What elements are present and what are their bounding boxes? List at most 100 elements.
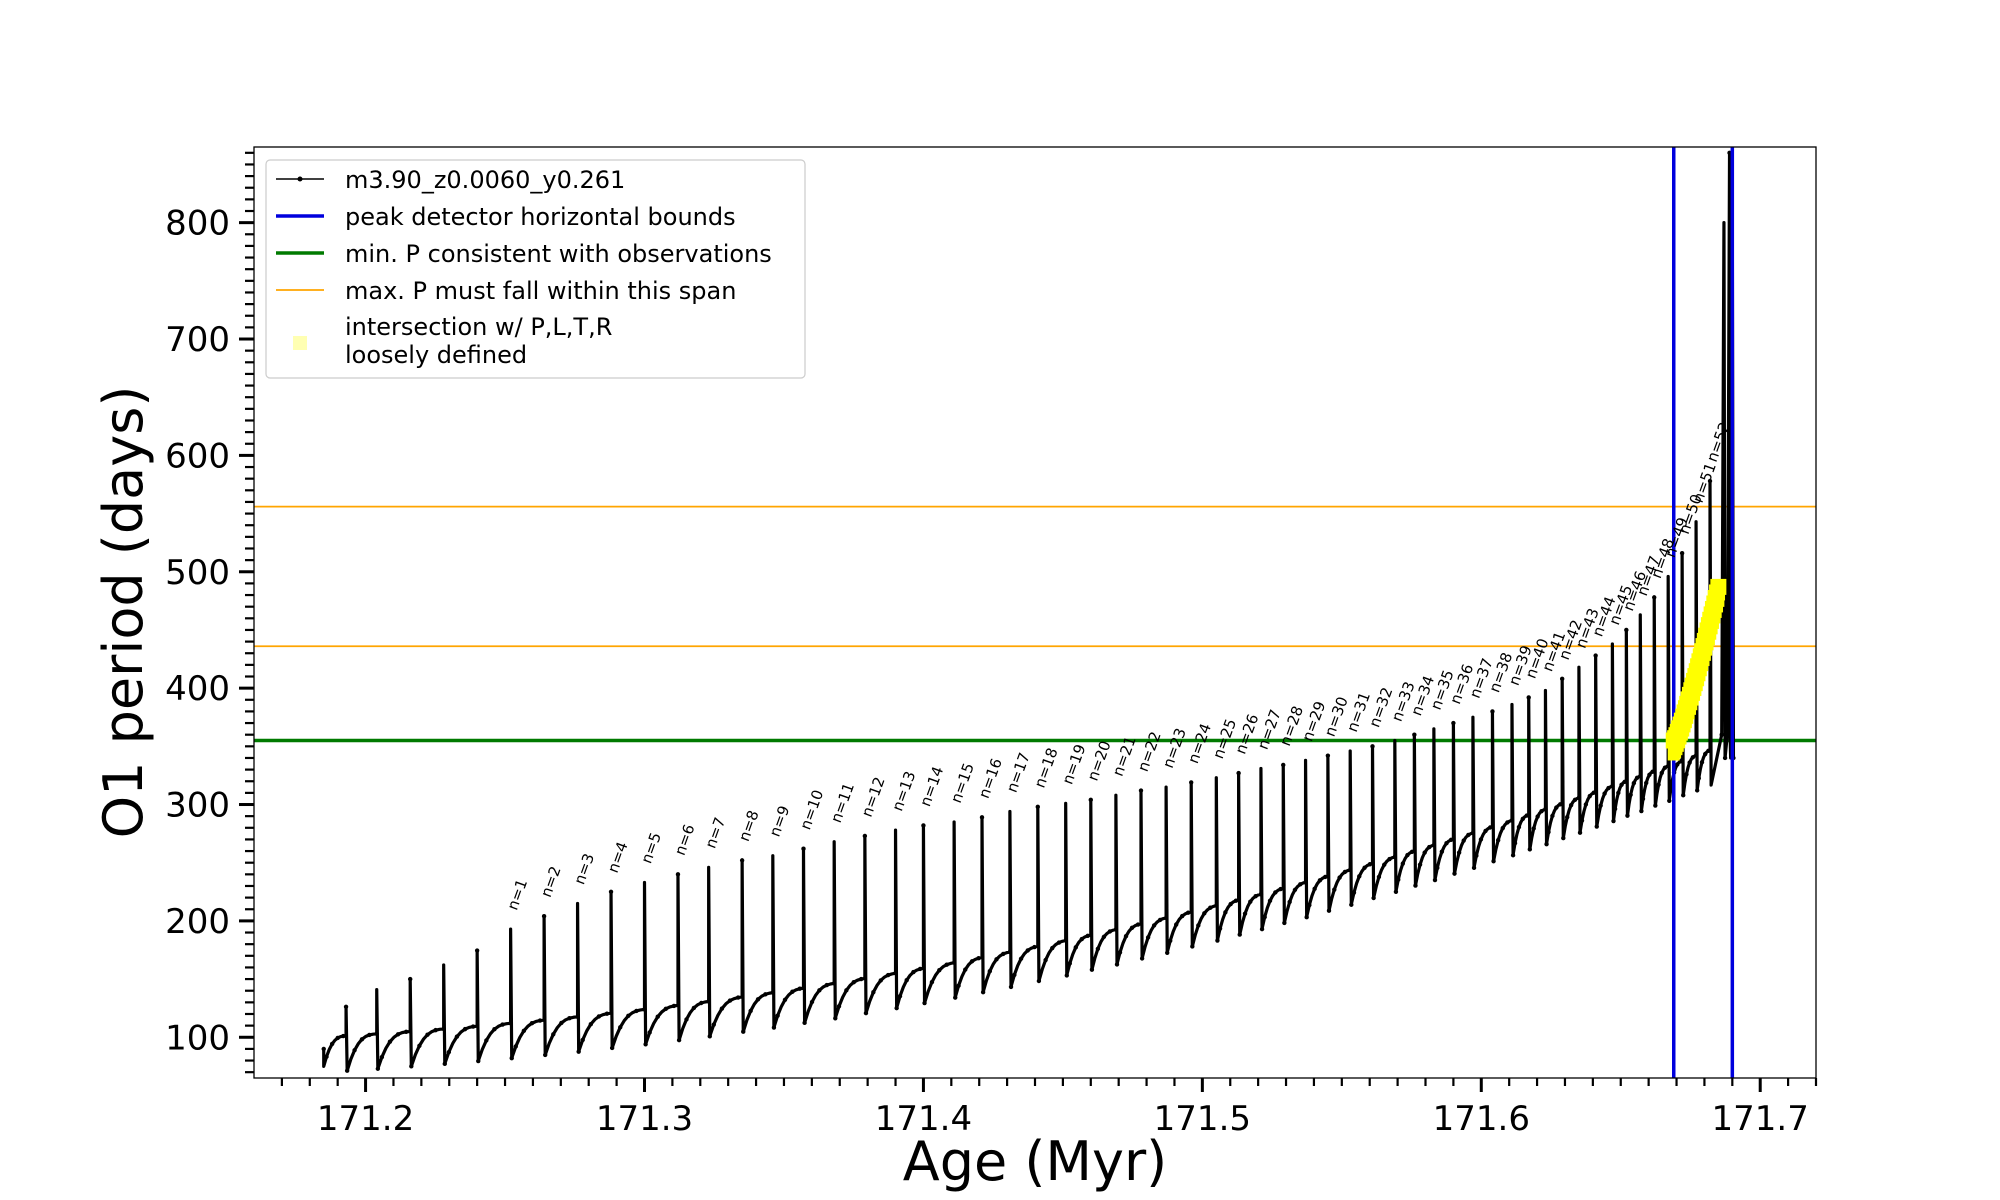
model-point — [1217, 926, 1223, 931]
model-point — [1706, 748, 1711, 754]
model-point — [711, 1022, 717, 1027]
model-point — [1063, 938, 1068, 943]
model-point — [1470, 830, 1476, 836]
model-point — [609, 1045, 615, 1051]
model-point — [335, 1035, 340, 1041]
model-point — [529, 1021, 535, 1026]
model-point — [1535, 814, 1540, 819]
model-point — [1439, 849, 1445, 854]
model-point — [1471, 865, 1477, 871]
y-tick-label: 200 — [165, 902, 230, 942]
model-point — [1606, 785, 1611, 791]
y-tick-label: 800 — [165, 204, 230, 244]
model-point — [1101, 934, 1107, 940]
model-point — [1018, 956, 1024, 961]
model-point — [699, 1000, 704, 1006]
x-tick-label: 171.3 — [596, 1099, 693, 1139]
model-point — [1478, 837, 1484, 842]
model-point — [1546, 829, 1551, 835]
y-tick-label: 400 — [165, 669, 230, 709]
model-point — [1259, 926, 1265, 932]
model-point — [770, 990, 776, 995]
model-point — [1452, 871, 1457, 876]
model-point — [994, 957, 999, 962]
model-point — [567, 1015, 572, 1021]
model-point — [885, 972, 891, 978]
model-point — [953, 995, 958, 1000]
model-point — [1444, 841, 1449, 846]
model-point — [1351, 890, 1357, 895]
model-point — [379, 1054, 385, 1060]
model-point — [1640, 796, 1646, 802]
model-point — [1287, 899, 1292, 905]
model-point — [476, 1058, 481, 1064]
model-point — [1292, 887, 1298, 893]
model-point — [771, 1025, 777, 1030]
model-point — [844, 988, 849, 993]
model-point — [1393, 889, 1399, 894]
model-point — [1337, 875, 1342, 880]
model-point — [1554, 805, 1559, 810]
x-axis-title: Age (Myr) — [903, 1130, 1168, 1193]
model-point — [1362, 865, 1367, 870]
model-point — [409, 1064, 414, 1069]
model-point — [643, 1042, 648, 1047]
model-point — [1558, 802, 1563, 807]
model-point — [727, 998, 733, 1003]
model-point — [1593, 653, 1598, 658]
model-point — [1662, 765, 1668, 770]
model-point — [1512, 840, 1518, 846]
model-point — [1667, 798, 1672, 804]
model-point — [878, 978, 883, 983]
model-point — [739, 858, 745, 863]
model-point — [1174, 922, 1179, 927]
model-point — [1325, 753, 1331, 758]
model-point — [1114, 962, 1120, 967]
x-axis: 171.2 171.3 171.4 171.5 171.6 171.7 — [280, 1078, 1818, 1139]
model-point — [1594, 824, 1599, 829]
x-tick-label: 171.5 — [1154, 1099, 1251, 1139]
model-point — [1123, 934, 1129, 939]
model-point — [1298, 882, 1303, 887]
model-point — [833, 1016, 838, 1021]
model-point — [1371, 895, 1376, 901]
model-point — [1602, 791, 1607, 796]
model-point — [1208, 905, 1213, 910]
model-point — [408, 976, 413, 982]
model-point — [1539, 808, 1544, 814]
model-point — [1631, 780, 1637, 786]
model-point — [509, 1055, 514, 1061]
model-point — [1639, 808, 1644, 814]
model-point — [1490, 709, 1495, 714]
model-point — [1139, 956, 1145, 961]
model-point — [1610, 783, 1615, 789]
model-point — [1307, 902, 1312, 908]
model-point — [1312, 886, 1317, 892]
model-point — [1634, 775, 1640, 781]
model-point — [374, 1031, 379, 1037]
model-point — [1483, 828, 1488, 834]
model-point — [817, 988, 822, 993]
model-point — [1387, 856, 1392, 862]
model-point — [1474, 853, 1479, 858]
y-tick-label: 500 — [165, 553, 230, 593]
model-point — [1694, 788, 1700, 793]
model-point — [790, 989, 795, 994]
legend-label-intersection: intersection w/ P,L,T,R loosely defined — [345, 313, 620, 369]
model-point — [1253, 894, 1258, 899]
model-point — [741, 1029, 746, 1034]
model-point — [324, 1054, 329, 1059]
model-point — [513, 1044, 518, 1049]
model-point — [1282, 920, 1287, 926]
model-point — [1431, 842, 1437, 848]
model-point — [508, 1021, 513, 1026]
model-point — [1180, 913, 1185, 919]
model-point — [1495, 837, 1501, 843]
model-point — [1214, 903, 1219, 908]
y-axis: 100 200 300 400 500 600 700 800 — [165, 151, 254, 1074]
model-point — [1650, 769, 1655, 774]
model-point — [862, 833, 868, 839]
model-point — [1702, 751, 1708, 757]
model-point — [1008, 984, 1014, 990]
model-point — [604, 1011, 610, 1016]
